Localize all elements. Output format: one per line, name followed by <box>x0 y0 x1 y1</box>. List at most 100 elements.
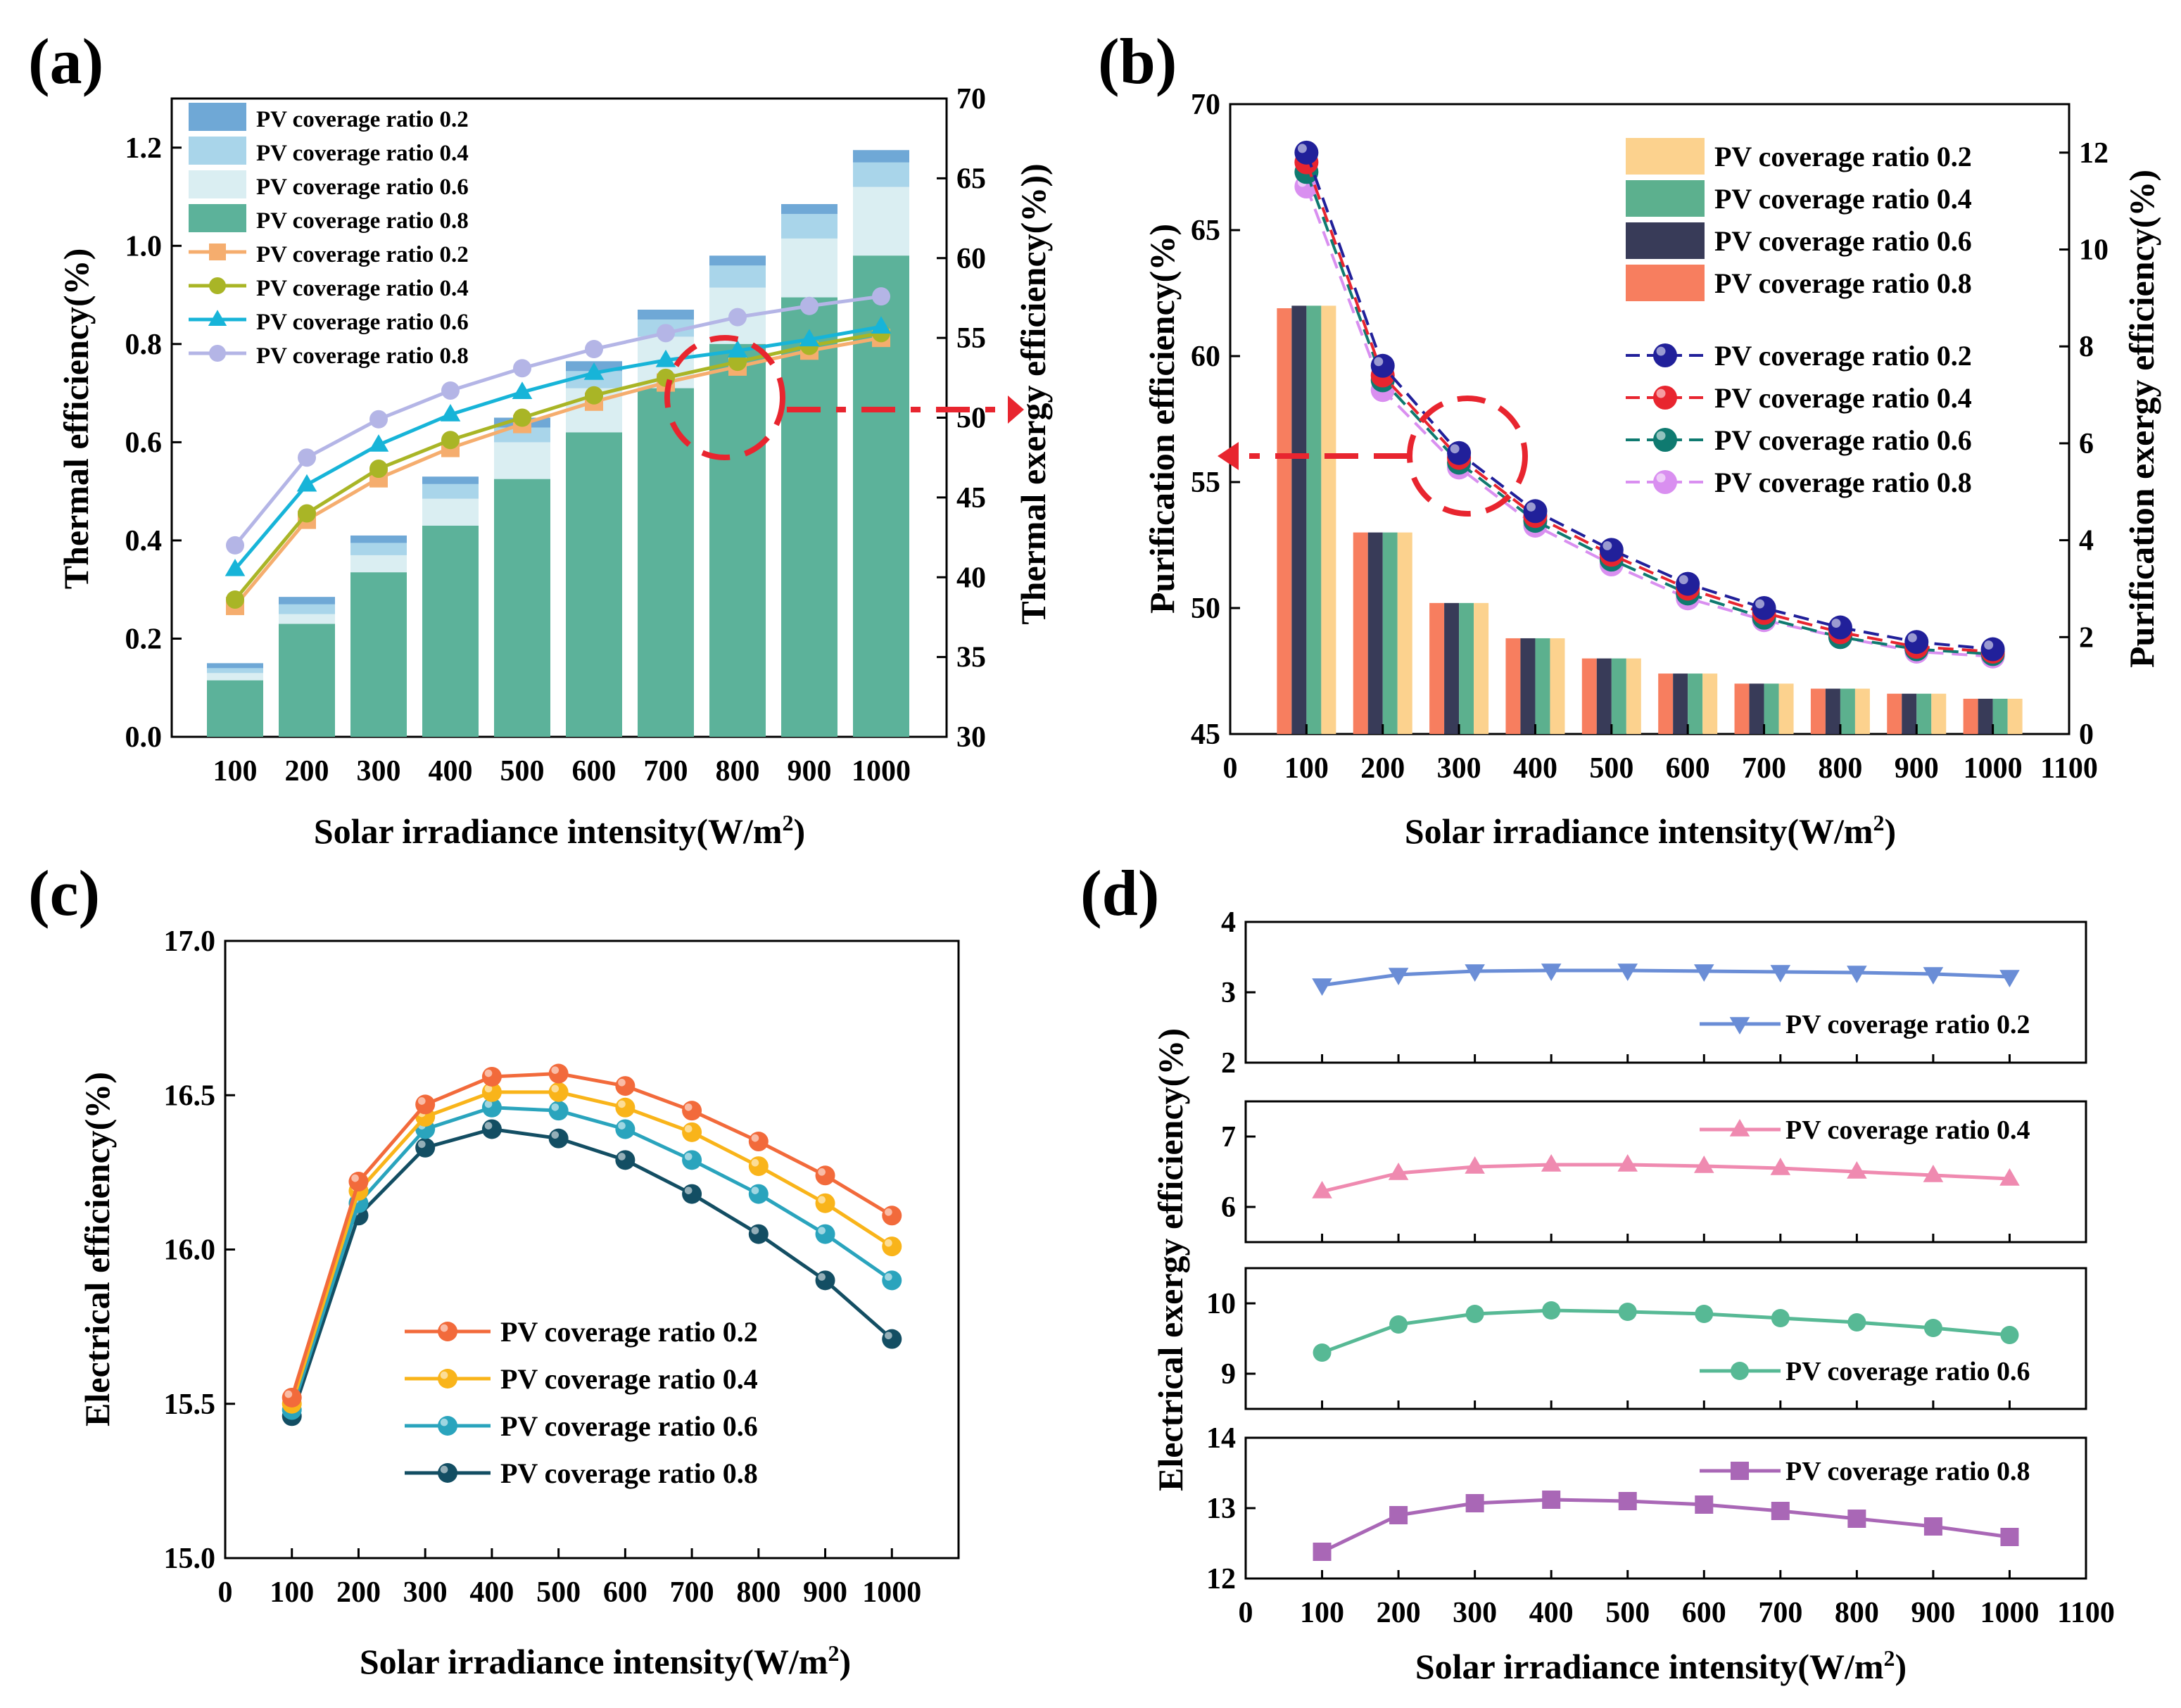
legend-swatch-bar-2 <box>1626 222 1705 259</box>
annotation-arrow-head <box>1218 442 1239 470</box>
y-tick-label: 60 <box>1191 341 1220 373</box>
bar-1-1 <box>1382 532 1398 734</box>
marker-body <box>682 1150 702 1170</box>
point-0-0 <box>282 1387 302 1407</box>
marker-body <box>748 1156 769 1177</box>
point-1-4 <box>513 408 531 427</box>
series-line-1 <box>290 1090 893 1405</box>
series-line-0 <box>1322 968 2010 987</box>
x-tick-label: 100 <box>1284 752 1329 785</box>
point-2-7 <box>727 340 748 358</box>
bar-2-0 <box>1291 305 1307 734</box>
x-tick-label: 200 <box>336 1576 381 1609</box>
point-2-0 <box>1313 1343 1332 1362</box>
point-2-9 <box>882 1270 902 1291</box>
x-tick-label: 700 <box>1758 1597 1802 1629</box>
point-1-4 <box>1617 1154 1638 1172</box>
y-tick-label: 3 <box>1221 977 1236 1009</box>
bar-3-7 <box>709 343 766 737</box>
marker-highlight <box>1656 388 1666 398</box>
point-3-0 <box>1313 1543 1332 1561</box>
x-tick-label: 800 <box>736 1576 780 1609</box>
marker-body <box>682 1101 702 1121</box>
panel-label-d: (d) <box>1080 857 1159 929</box>
x-tick-label: 400 <box>1513 752 1557 785</box>
point-0-4 <box>1617 963 1638 981</box>
marker-body <box>415 1137 436 1158</box>
marker-body <box>548 1063 569 1084</box>
point-2-9 <box>871 316 892 334</box>
bar-3-3 <box>1505 638 1521 734</box>
chart-c: 0 100 200 300 400 500 600 700 800 900 1000 15.0 15.5… <box>77 925 960 1681</box>
marker-highlight <box>284 1390 293 1398</box>
y-axis-label: Thermal efficiency(%) <box>56 248 96 590</box>
x-tick-label: 300 <box>403 1576 448 1609</box>
x-tick-label: 400 <box>429 755 473 787</box>
legend-label-bar-3: PV coverage ratio 0.8 <box>256 208 469 234</box>
point-1-3 <box>481 1082 502 1102</box>
x-tick-label: 400 <box>1529 1597 1574 1629</box>
x-tick-label: 1100 <box>2040 752 2098 785</box>
legend-swatch-bar-1 <box>189 137 246 165</box>
marker-body <box>438 1322 457 1341</box>
point-1-2 <box>1465 1156 1485 1174</box>
point-0-1 <box>1388 968 1409 985</box>
series-line-0 <box>290 1072 893 1398</box>
marker-body <box>815 1165 835 1186</box>
marker-highlight <box>484 1069 493 1077</box>
point-2-8 <box>815 1224 835 1244</box>
marker-highlight <box>1755 599 1765 609</box>
legend-label-line-0: PV coverage ratio 0.2 <box>1714 340 1972 372</box>
point-2-2 <box>1465 1305 1484 1323</box>
bar-3-2 <box>1429 602 1445 734</box>
point-1-0 <box>1312 1181 1332 1198</box>
y-tick-label: 14 <box>1206 1422 1236 1455</box>
point-3-1 <box>1389 1506 1408 1524</box>
point-1-7 <box>1847 1161 1867 1179</box>
legend-label-line-2: PV coverage ratio 0.6 <box>256 310 469 335</box>
point-3-2 <box>1465 1494 1484 1512</box>
marker-highlight <box>1450 444 1460 454</box>
y-tick-label: 1.0 <box>125 230 163 262</box>
marker-body <box>815 1270 835 1291</box>
x-tick-label: 200 <box>285 755 329 787</box>
legend-label-bar-0: PV coverage ratio 0.2 <box>1714 141 1972 172</box>
bar-3-0 <box>207 680 263 737</box>
series-line-1 <box>1305 161 1993 653</box>
x-tick-label: 300 <box>1453 1597 1497 1629</box>
point-0-1 <box>1370 353 1395 378</box>
marker-highlight <box>440 1465 448 1474</box>
legend-label-2: PV coverage ratio 0.6 <box>1785 1357 2030 1386</box>
bar-3-8 <box>781 297 837 737</box>
y2-tick-label: 12 <box>2079 137 2109 170</box>
y-tick-label: 10 <box>1206 1288 1236 1320</box>
legend-label-1: PV coverage ratio 0.4 <box>500 1363 758 1395</box>
chart-b: 0 100 200 300 400 500 600 700 800 900 1000 11004550… <box>1142 89 2161 851</box>
point-3-2 <box>415 1137 436 1158</box>
y2-tick-label: 65 <box>956 163 986 195</box>
marker-highlight <box>1656 346 1666 356</box>
series-line-2 <box>234 324 882 571</box>
bar-0-0 <box>1321 305 1336 734</box>
series-line-2 <box>1305 171 1993 656</box>
point-3-7 <box>1847 1510 1866 1528</box>
point-0-3 <box>1541 963 1562 981</box>
bar-1-4 <box>1611 658 1626 734</box>
panel-label-b: (b) <box>1098 25 1177 97</box>
y2-tick-label: 55 <box>956 322 986 355</box>
marker-body <box>438 1416 457 1436</box>
bar-0-2 <box>1474 602 1489 734</box>
point-1-5 <box>1693 1156 1714 1173</box>
marker-body <box>415 1094 436 1115</box>
legend-marker-2 <box>438 1416 457 1436</box>
x-tick-label: 1000 <box>1964 752 2023 785</box>
legend-marker-1 <box>1653 386 1677 410</box>
bar-2-9 <box>1978 698 1993 734</box>
x-tick-label: 500 <box>500 755 545 787</box>
y-tick-label: 16.0 <box>164 1234 216 1267</box>
series-line-1 <box>234 331 882 601</box>
marker-highlight <box>818 1227 826 1234</box>
marker-highlight <box>440 1418 448 1427</box>
point-0-5 <box>1693 964 1714 982</box>
